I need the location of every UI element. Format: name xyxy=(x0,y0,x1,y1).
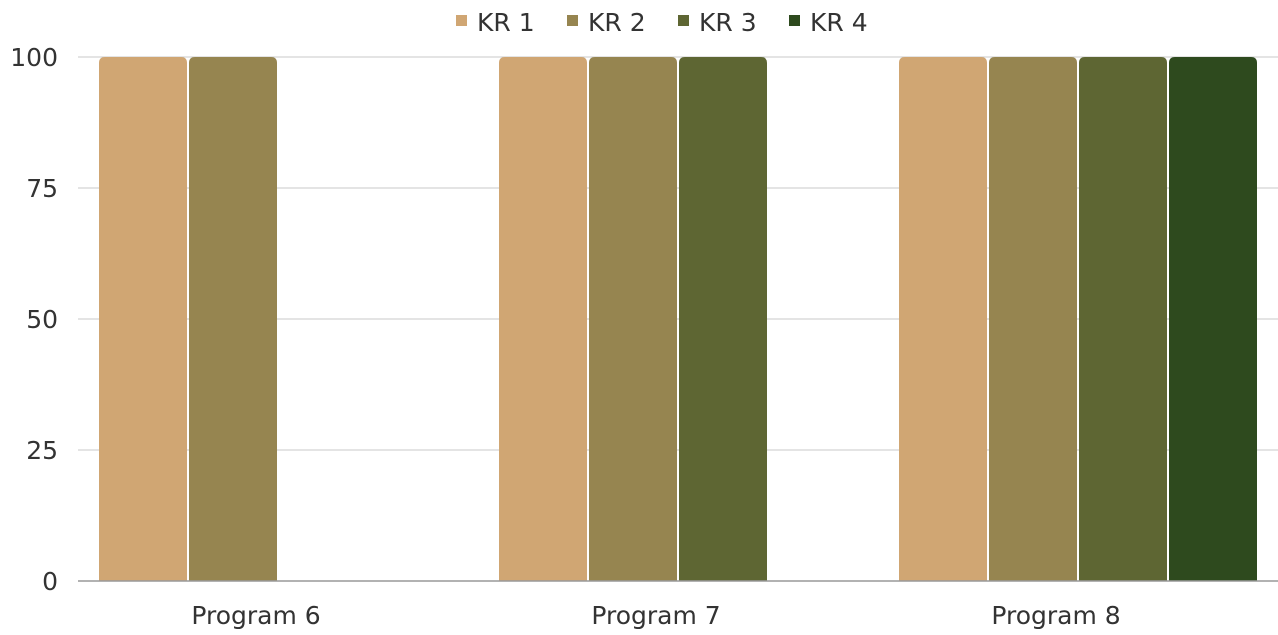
legend-item: KR 4 xyxy=(789,8,868,37)
legend-label: KR 4 xyxy=(810,8,868,37)
x-category-label: Program 8 xyxy=(991,601,1120,630)
bars xyxy=(99,57,1257,581)
y-tick-label: 25 xyxy=(26,436,58,465)
y-axis: 0 25 50 75 100 xyxy=(10,43,58,596)
legend-label: KR 1 xyxy=(477,8,535,37)
legend-item: KR 3 xyxy=(678,8,757,37)
y-tick-label: 50 xyxy=(26,305,58,334)
x-category-label: Program 7 xyxy=(591,601,720,630)
bar-kr-3-program-7 xyxy=(679,57,767,581)
legend-label: KR 3 xyxy=(699,8,757,37)
legend-swatch xyxy=(456,15,467,26)
y-tick-label: 0 xyxy=(42,567,58,596)
bar-kr-2-program-6 xyxy=(189,57,277,581)
y-tick-label: 100 xyxy=(10,43,58,72)
legend-label: KR 2 xyxy=(588,8,646,37)
legend-swatch xyxy=(678,15,689,26)
bar-kr-1-program-6 xyxy=(99,57,187,581)
legend-swatch xyxy=(567,15,578,26)
bar-kr-2-program-7 xyxy=(589,57,677,581)
x-category-label: Program 6 xyxy=(191,601,320,630)
bar-kr-3-program-8 xyxy=(1079,57,1167,581)
gridlines xyxy=(78,56,1278,451)
legend-item: KR 2 xyxy=(567,8,646,37)
x-axis: Program 6 Program 7 Program 8 xyxy=(191,601,1120,630)
bar-kr-1-program-8 xyxy=(899,57,987,581)
legend: KR 1 KR 2 KR 3 KR 4 xyxy=(456,8,868,37)
legend-swatch xyxy=(789,15,800,26)
legend-item: KR 1 xyxy=(456,8,535,37)
bar-kr-2-program-8 xyxy=(989,57,1077,581)
bar-kr-4-program-8 xyxy=(1169,57,1257,581)
bar-kr-1-program-7 xyxy=(499,57,587,581)
y-tick-label: 75 xyxy=(26,174,58,203)
